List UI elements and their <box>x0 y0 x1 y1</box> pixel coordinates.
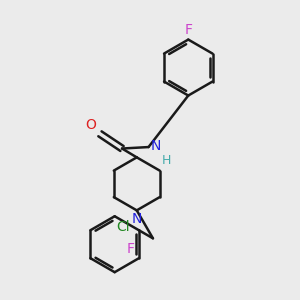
Text: N: N <box>132 212 142 226</box>
Text: O: O <box>85 118 96 132</box>
Text: N: N <box>151 139 161 153</box>
Text: F: F <box>127 242 134 256</box>
Text: F: F <box>184 23 192 37</box>
Text: H: H <box>162 154 171 167</box>
Text: Cl: Cl <box>116 220 130 234</box>
